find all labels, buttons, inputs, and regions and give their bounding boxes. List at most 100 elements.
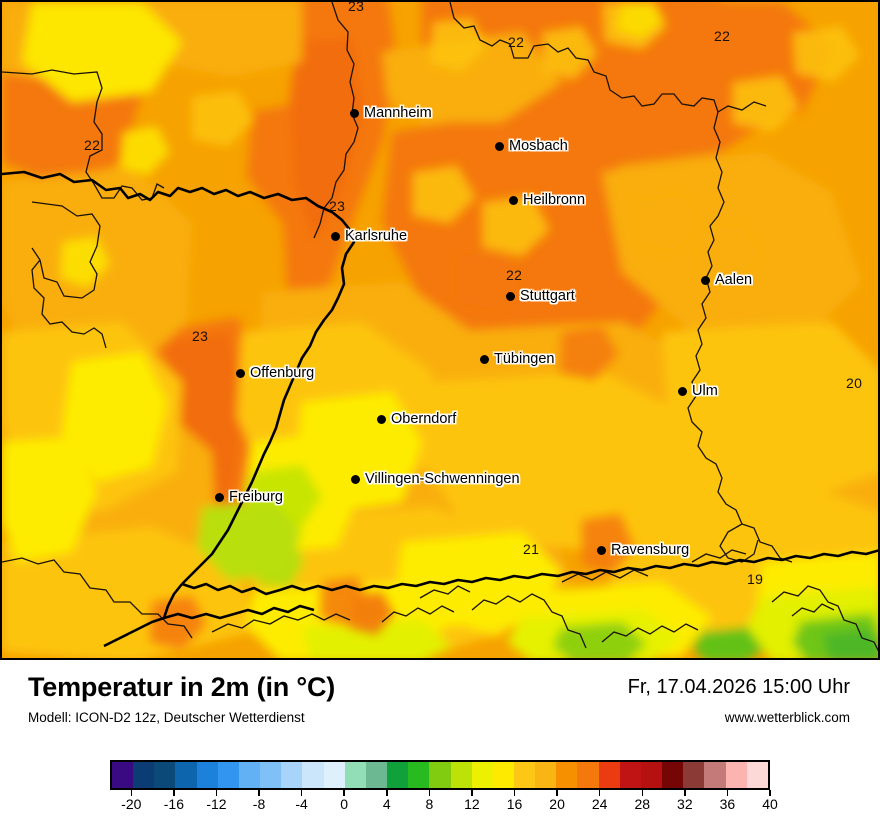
colorbar-tick-label: -16	[163, 796, 184, 812]
contour-label: 20	[846, 375, 863, 391]
colorbar-tick-label: 32	[677, 796, 693, 812]
colorbar-tick-label: 24	[591, 796, 608, 812]
colorbar-tickmark	[726, 790, 729, 796]
colorbar-swatch	[302, 762, 324, 788]
colorbar-tick-label: 40	[762, 796, 778, 812]
model-subtitle: Modell: ICON-D2 12z, Deutscher Wetterdie…	[28, 710, 305, 725]
city-marker-freiburg[interactable]: Freiburg	[215, 489, 283, 505]
contour-label: 21	[523, 541, 540, 557]
colorbar-tick-label: -20	[121, 796, 142, 812]
city-dot	[597, 545, 606, 555]
colorbar-swatch	[323, 762, 345, 788]
city-label: Stuttgart	[520, 288, 575, 304]
colorbar-swatch	[598, 762, 620, 788]
colorbar-swatch	[704, 762, 726, 788]
page-title: Temperatur in 2m (in °C)	[28, 672, 336, 702]
colorbar-swatch	[556, 762, 578, 788]
contour-label: 22	[506, 267, 523, 283]
city-marker-heilbronn[interactable]: Heilbronn	[509, 192, 585, 208]
colorbar-swatch	[640, 762, 663, 788]
colorbar-tick-label: 28	[634, 796, 651, 812]
colorbar-tick-label: 20	[549, 796, 565, 812]
city-dot	[480, 354, 489, 364]
colorbar-tickmark	[258, 790, 260, 796]
colorbar-swatch	[450, 762, 472, 788]
colorbar-tickmark	[130, 790, 133, 796]
city-label: Freiburg	[229, 489, 283, 505]
colorbar-swatch	[154, 762, 176, 788]
colorbar-swatch	[133, 762, 155, 788]
city-label: Mosbach	[509, 138, 568, 154]
city-dot	[509, 195, 518, 205]
city-label: Ravensburg	[611, 542, 690, 558]
city-marker-mannheim[interactable]: Mannheim	[350, 105, 432, 121]
contour-label: 22	[84, 137, 101, 153]
colorbar-tick-label: 8	[425, 796, 434, 812]
city-label: Heilbronn	[523, 192, 586, 208]
colorbar-tick-label: -8	[252, 796, 266, 812]
city-marker-villingen-schwenningen[interactable]: Villingen-Schwenningen	[351, 471, 520, 487]
colorbar-swatch	[746, 762, 768, 788]
colorbar-swatch	[260, 762, 282, 788]
colorbar-swatch	[535, 762, 557, 788]
city-label: Aalen	[715, 272, 753, 288]
city-dot	[351, 474, 360, 484]
colorbar-swatch	[238, 762, 261, 788]
city-dot	[236, 368, 245, 378]
contour-label: 23	[348, 0, 365, 14]
colorbar-tick-label: -4	[295, 796, 308, 812]
city-marker-oberndorf[interactable]: Oberndorf	[377, 411, 456, 427]
city-dot	[350, 108, 359, 118]
colorbar-swatch	[471, 762, 493, 788]
city-dot	[506, 291, 515, 301]
city-label: Ulm	[692, 383, 718, 399]
city-marker-tuebingen[interactable]: Tübingen	[480, 351, 554, 367]
city-marker-karlsruhe[interactable]: Karlsruhe	[331, 228, 407, 244]
colorbar-tickmark	[641, 790, 643, 796]
colorbar-swatch	[429, 762, 451, 788]
colorbar-swatch	[619, 762, 641, 788]
city-marker-offenburg[interactable]: Offenburg	[236, 365, 314, 381]
city-marker-stuttgart[interactable]: Stuttgart	[506, 288, 575, 304]
map-raster	[2, 2, 878, 658]
colorbar-tickmark	[684, 790, 686, 796]
city-marker-ravensburg[interactable]: Ravensburg	[597, 542, 689, 558]
colorbar-tickmark	[173, 790, 175, 796]
colorbar-swatch	[196, 762, 218, 788]
colorbar-swatch	[513, 762, 536, 788]
city-dot	[495, 141, 504, 151]
city-dot	[701, 275, 710, 285]
colorbar-swatch	[112, 762, 134, 788]
colorbar-swatches	[110, 760, 770, 790]
colorbar-swatch	[662, 762, 684, 788]
city-marker-mosbach[interactable]: Mosbach	[495, 138, 568, 154]
city-label: Karlsruhe	[345, 228, 408, 244]
city-label: Villingen-Schwenningen	[365, 471, 520, 487]
colorbar-tick-label: 16	[506, 796, 523, 812]
colorbar-tick-label: 4	[382, 796, 391, 812]
colorbar-tickmark	[769, 790, 771, 796]
colorbar-swatch	[281, 762, 303, 788]
colorbar-tick-label: 36	[719, 796, 736, 812]
city-marker-aalen[interactable]: Aalen	[701, 272, 752, 288]
colorbar-swatch	[217, 762, 239, 788]
colorbar-swatch	[683, 762, 705, 788]
colorbar-swatch	[408, 762, 430, 788]
city-dot	[678, 386, 687, 396]
city-marker-ulm[interactable]: Ulm	[678, 383, 718, 399]
city-dot	[377, 414, 386, 424]
colorbar-swatch	[344, 762, 366, 788]
colorbar-swatch	[577, 762, 599, 788]
temperature-map[interactable]: 23 22 22 22 23 22 23 20 21 19 Mannheim M…	[0, 0, 880, 660]
city-dot	[215, 492, 224, 502]
contour-label: 22	[714, 28, 731, 44]
contour-label: 22	[508, 34, 525, 50]
contour-label: 23	[329, 198, 346, 214]
colorbar-swatch	[175, 762, 197, 788]
colorbar-swatch	[365, 762, 388, 788]
temperature-colorbar[interactable]: -20 -16 -12 -8 -4 0 4 8 12 16 20 24 28 32 36 40	[110, 760, 778, 820]
colorbar-tickmark	[598, 790, 601, 796]
colorbar-tickmark	[471, 790, 473, 796]
city-label: Tübingen	[494, 351, 555, 367]
